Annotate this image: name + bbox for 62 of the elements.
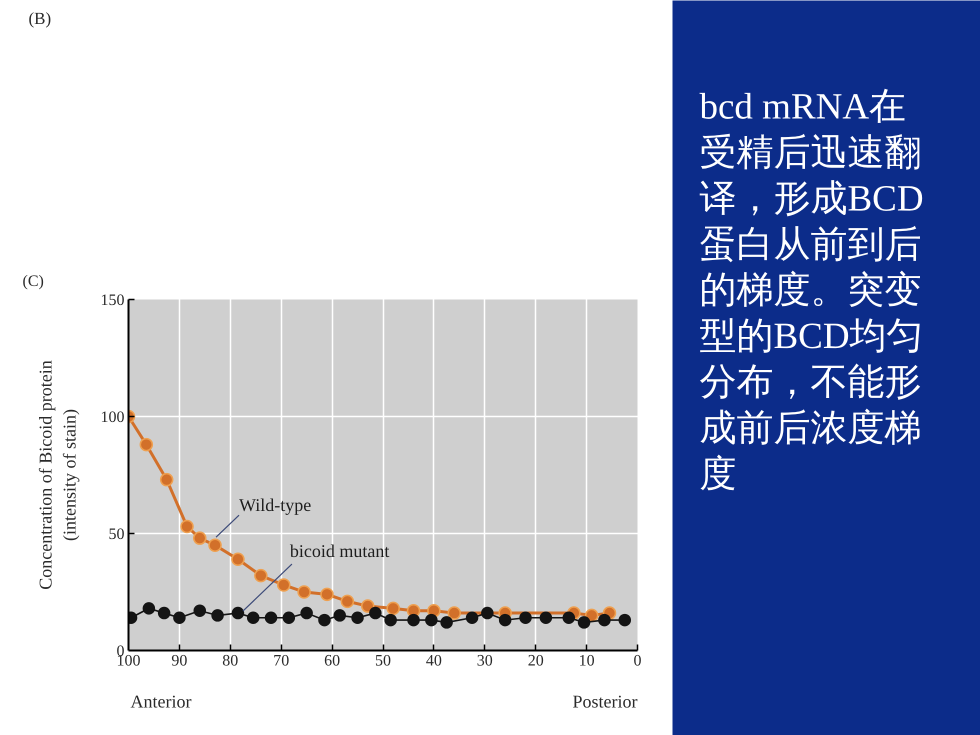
point <box>194 604 206 617</box>
point <box>297 585 311 599</box>
point <box>264 612 278 624</box>
text: Anterior <box>130 692 192 712</box>
x-tick-label: 30 <box>476 652 493 670</box>
point <box>360 599 374 613</box>
point <box>384 614 397 626</box>
x-tick-label: 20 <box>528 652 544 670</box>
point <box>333 609 346 622</box>
point <box>300 606 313 620</box>
text: Posterior <box>572 692 638 712</box>
point <box>369 606 382 620</box>
point <box>160 472 174 486</box>
point <box>208 538 222 552</box>
x-tick-label: 70 <box>273 652 290 670</box>
point <box>254 568 268 582</box>
point <box>618 614 632 626</box>
point <box>340 594 354 608</box>
y-tick-label: 100 <box>100 409 124 426</box>
point <box>481 606 494 620</box>
x-tick-label: 50 <box>375 652 391 670</box>
point <box>158 606 170 620</box>
point <box>211 609 224 622</box>
point <box>140 438 154 452</box>
point <box>246 612 260 624</box>
x-tick-label: 90 <box>171 652 188 670</box>
point <box>282 612 296 624</box>
point <box>519 612 532 624</box>
text: (C) <box>22 273 44 290</box>
point <box>540 612 552 624</box>
x-tick-label: 60 <box>324 652 340 670</box>
x-tick-label: 0 <box>634 652 642 670</box>
point <box>320 588 334 602</box>
point <box>351 612 364 624</box>
point <box>193 531 207 545</box>
point <box>407 614 420 626</box>
point <box>142 602 156 615</box>
point <box>276 578 290 592</box>
point <box>231 552 245 566</box>
text: bcd mRNA在受精后迅速翻译，形成BCD蛋白从前到后的梯度。突变型的BCD均匀分布，不能形成前后浓度梯度 <box>700 86 924 495</box>
point <box>425 614 438 626</box>
point <box>578 616 590 629</box>
point <box>173 612 186 624</box>
text: (B) <box>28 9 52 28</box>
y-axis-title: Concentration of Bicoid protein (intensity of stain) <box>36 360 80 590</box>
point <box>562 612 576 624</box>
point <box>440 616 453 629</box>
x-tick-label: 80 <box>222 652 238 670</box>
point <box>466 612 478 624</box>
point <box>386 602 400 616</box>
point <box>180 520 194 534</box>
y-tick-label: 150 <box>100 292 124 309</box>
point <box>448 606 462 620</box>
y-tick-label: 50 <box>108 526 124 543</box>
series-label: Wild-type <box>239 495 312 516</box>
text: bicoid mutant <box>290 541 390 562</box>
point <box>598 614 611 626</box>
point <box>318 614 331 626</box>
x-tick-label: 10 <box>578 652 595 670</box>
x-tick-label: 40 <box>426 652 442 670</box>
point <box>498 614 512 626</box>
point <box>232 606 244 620</box>
